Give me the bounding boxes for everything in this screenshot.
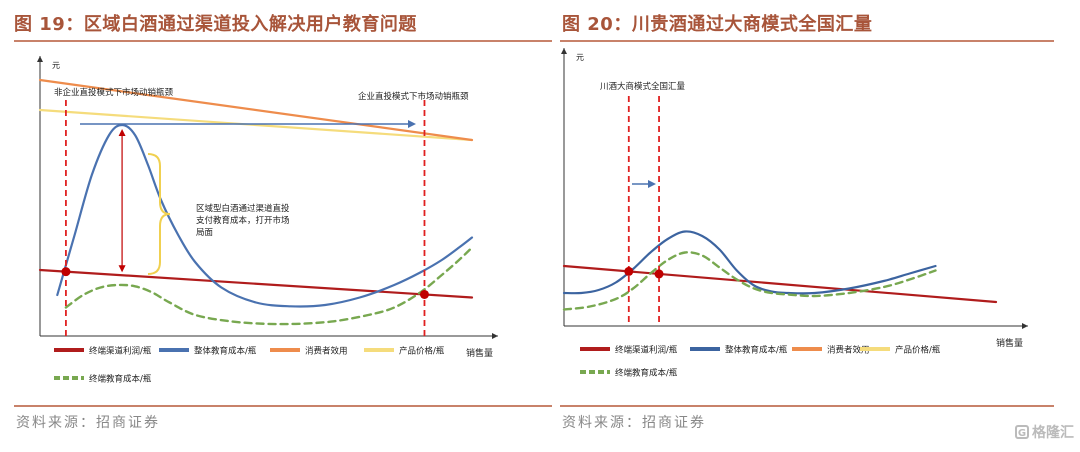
fig19-legend-consumer-utility-label: 消费者效用 [305,346,348,357]
figure-20-panel: 图 20：川贵酒通过大商模式全国汇量 元销售量终端渠道利润/瓶 整体教育成本/瓶 消… [560,0,1080,452]
brand-watermark: G 格隆汇 [1015,422,1074,442]
fig19-legend-terminal-education-cost-label: 终端教育成本/瓶 [89,374,152,385]
figure-19-source: 资料来源：招商证券 [16,415,160,431]
fig20-series-channel-profit-line [562,264,998,304]
figure-19-top-rule [14,40,552,42]
fig19-x-axis-arrow-icon [492,333,498,339]
fig20-legend-channel-profit-label: 终端渠道利润/瓶 [615,345,678,356]
fig19-gap-arrow-down-icon [118,265,126,273]
figure-20-top-rule [560,40,1054,42]
fig20-legend-product-price-label: 产品价格/瓶 [895,345,941,356]
fig19-brace-label-line-1: 区域型白酒通过渠道直投 [196,203,290,214]
fig20-x-axis-arrow-icon [1022,323,1028,329]
fig19-vline-left-label: 非企业直投模式下市场动销瓶颈 [54,87,174,98]
figure-20-title: 图 20：川贵酒通过大商模式全国汇量 [562,14,873,35]
fig19-legend-education-cost-label: 整体教育成本/瓶 [194,346,257,357]
figure-19-title: 图 19：区域白酒通过渠道投入解决用户教育问题 [14,14,417,35]
fig19-legend-channel-profit-label: 终端渠道利润/瓶 [89,346,152,357]
fig19-intersection-marker-1 [61,267,71,277]
fig19-brace-icon [147,153,171,275]
fig19-x-axis-label: 销售量 [466,347,493,359]
fig20-x-axis-label: 销售量 [996,337,1023,349]
fig20-vline-label: 川酒大商模式全国汇量 [600,81,686,92]
fig19-series-consumer-utility-line [38,78,474,142]
fig19-intersection-marker-2 [419,289,429,299]
fig19-series-terminal-education-cost-line [64,246,474,326]
fig20-legend-education-cost-label: 整体教育成本/瓶 [725,345,788,356]
fig20-legend-terminal-education-cost-label: 终端教育成本/瓶 [615,368,678,379]
fig19-gap-arrow-up-icon [118,129,126,136]
watermark-logo-icon: G [1015,425,1029,439]
figure-20-bottom-rule [560,405,1054,407]
fig19-vline-right-label: 企业直投模式下市场动销瓶颈 [358,91,469,102]
fig19-series-channel-profit-line [38,268,474,299]
fig20-series-education-cost-line [562,230,937,295]
fig19-y-axis-label: 元 [52,61,60,70]
fig20-shift-arrow-icon [648,180,656,188]
fig20-intersection-marker-2 [654,269,664,279]
fig19-brace-label-line-3: 局面 [196,228,214,238]
fig19-brace-label-line-2: 支付教育成本，打开市场 [196,215,290,226]
watermark-text: 格隆汇 [1032,425,1074,441]
fig19-shift-arrow-icon [408,120,416,128]
figure-19-bottom-rule [14,405,552,407]
fig20-y-axis-arrow-icon [561,48,567,54]
figure-19-panel: 图 19：区域白酒通过渠道投入解决用户教育问题 元销售量 终端渠道利润/瓶 整体教育… [14,14,552,431]
fig20-legend-consumer-utility-label: 消费者效用 [827,345,870,356]
fig20-series-terminal-education-cost-line [562,251,937,311]
fig20-intersection-marker-1 [624,266,634,276]
figure-20-source: 资料来源：招商证券 [562,415,706,431]
fig19-series-product-price-line [38,108,474,142]
fig19-series-education-cost-line [56,123,474,308]
fig19-legend-product-price-label: 产品价格/瓶 [399,346,445,357]
fig19-y-axis-arrow-icon [37,56,43,62]
fig20-y-axis-label: 元 [576,53,584,62]
